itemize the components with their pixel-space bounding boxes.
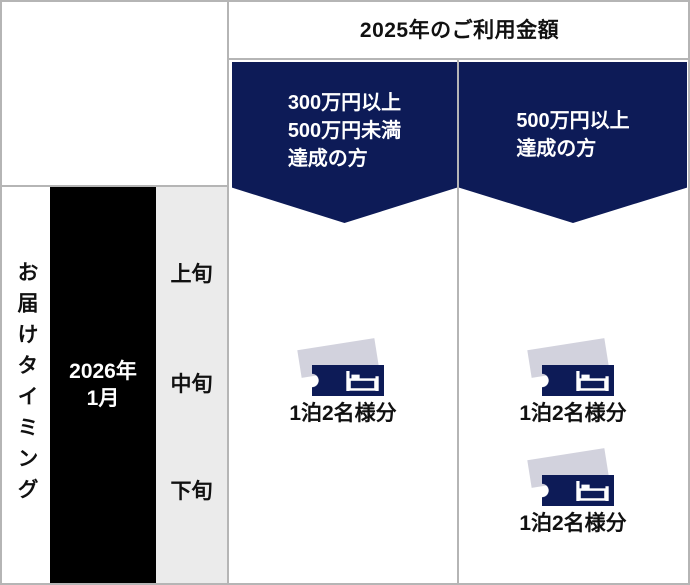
- bed-icon: [576, 480, 609, 501]
- segment-early: 上旬: [170, 263, 213, 286]
- tier1-banner: 300万円以上 500万円未満 達成の方: [232, 62, 457, 223]
- bed-icon: [346, 370, 379, 391]
- ticket-front-card: [542, 475, 614, 506]
- ticket-quantity-label: 1泊2名様分: [519, 402, 627, 425]
- period-cell: 2026年 1月: [50, 186, 156, 583]
- tier1-banner-line: 達成の方: [287, 148, 368, 170]
- ticket-front-card: [312, 365, 384, 396]
- ticket-quantity-label: 1泊2名様分: [519, 512, 627, 535]
- tier1-banner-line: 500万円未満: [287, 120, 402, 142]
- segment-mid: 中旬: [170, 373, 213, 396]
- table-title-cell: 2025年のご利用金額: [229, 0, 690, 60]
- segment-late: 下旬: [170, 480, 213, 503]
- grid-line-vertical-left: [227, 0, 229, 585]
- tier1-banner-text: 300万円以上 500万円未満 達成の方: [288, 89, 401, 223]
- period-month: 1月: [86, 386, 120, 410]
- bed-icon: [576, 370, 609, 391]
- ticket-front-card: [542, 365, 614, 396]
- ticket-quantity-label: 1泊2名様分: [289, 402, 397, 425]
- grid-line-left-top: [0, 185, 229, 187]
- tier2-banner-line: 達成の方: [516, 138, 597, 160]
- grid-line-vertical-middle: [457, 58, 459, 585]
- tier2-banner-line: 500万円以上: [516, 110, 630, 132]
- period-segments-column: 上旬 中旬 下旬: [156, 186, 227, 583]
- tier1-banner-line: 300万円以上: [287, 92, 402, 114]
- stay-ticket-icon: [523, 448, 623, 514]
- delivery-timing-axis-label: お届けタイミング: [2, 186, 50, 583]
- period-year: 2026年: [69, 359, 137, 383]
- table-title: 2025年のご利用金額: [359, 19, 560, 42]
- stay-ticket-icon: [523, 338, 623, 404]
- stay-ticket-icon: [293, 338, 393, 404]
- tier2-banner-text: 500万円以上 達成の方: [516, 107, 629, 223]
- tier2-banner: 500万円以上 達成の方: [459, 62, 687, 223]
